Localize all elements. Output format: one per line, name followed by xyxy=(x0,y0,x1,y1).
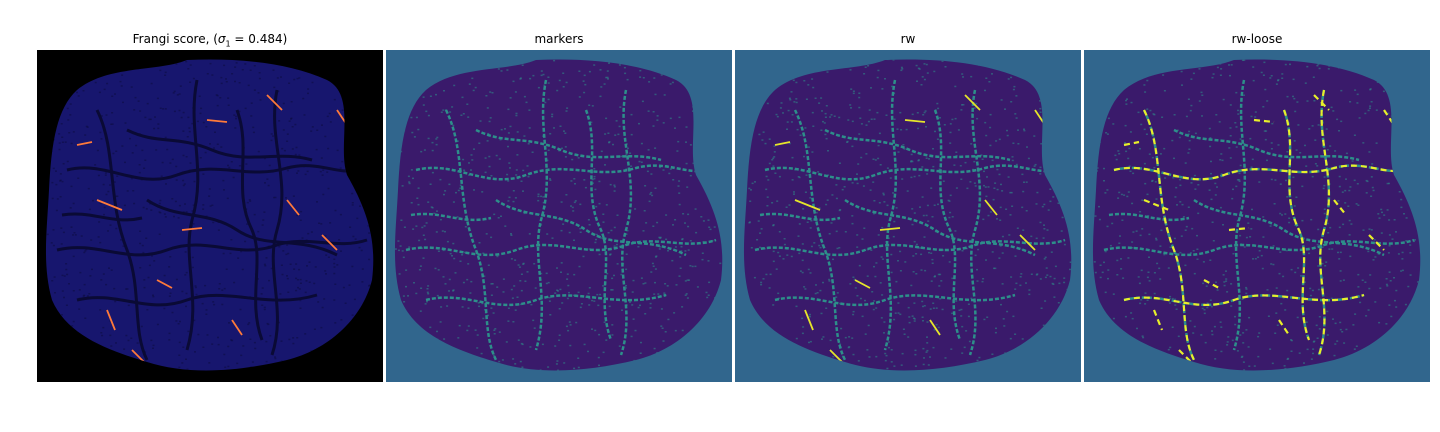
frangi-title: Frangi score, (σ1 = 0.484) xyxy=(37,32,383,48)
frangi-panel xyxy=(37,50,383,382)
rw-loose-image xyxy=(1084,50,1430,382)
markers-title: markers xyxy=(386,32,732,46)
rw-panel xyxy=(735,50,1081,382)
rw-loose-title: rw-loose xyxy=(1084,32,1430,46)
rw-title: rw xyxy=(735,32,1081,46)
rw-image xyxy=(735,50,1081,382)
markers-image xyxy=(386,50,732,382)
rw-loose-panel xyxy=(1084,50,1430,382)
frangi-image xyxy=(37,50,383,382)
markers-panel xyxy=(386,50,732,382)
